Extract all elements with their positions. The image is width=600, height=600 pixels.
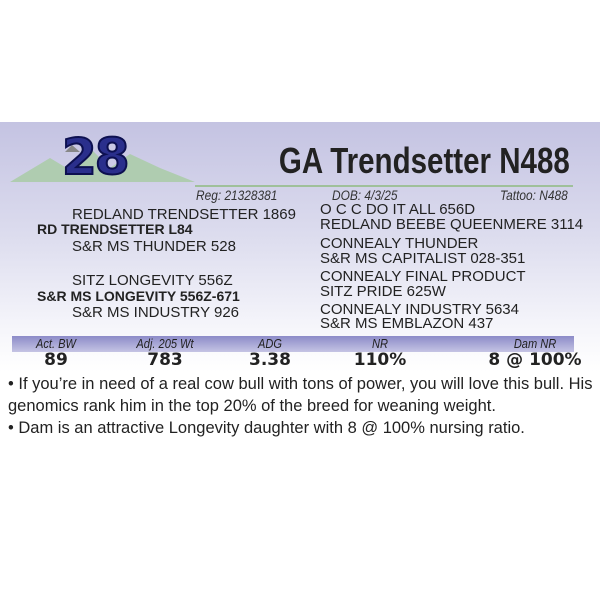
stat-nr: NR 110%	[353, 336, 407, 370]
tattoo: Tattoo: N488	[500, 187, 568, 203]
pedigree-right-line: CONNEALY INDUSTRY 5634	[320, 301, 519, 318]
lot-number: 28	[61, 127, 131, 187]
title-underline	[195, 185, 573, 187]
description: • If you’re in need of a real cow bull w…	[8, 373, 593, 439]
pedigree-dam-sire: SITZ LONGEVITY 556Z	[72, 272, 233, 289]
pedigree-sire-dam: S&R MS THUNDER 528	[72, 238, 236, 255]
pedigree-sire: RD TRENDSETTER L84	[37, 221, 193, 237]
animal-title: GA Trendsetter N488	[279, 140, 570, 181]
pedigree-right-line: S&R MS EMBLAZON 437	[320, 315, 494, 332]
pedigree-right-line: REDLAND BEEBE QUEENMERE 3114	[320, 216, 584, 233]
stat-dam-nr: Dam NR 8 @ 100%	[488, 336, 582, 370]
pedigree-right-line: S&R MS CAPITALIST 028-351	[320, 250, 526, 267]
stat-act-bw: Act. BW 89	[36, 336, 76, 370]
pedigree-sire-sire: REDLAND TRENDSETTER 1869	[72, 206, 296, 223]
stat-adg: ADG 3.38	[249, 336, 291, 370]
stat-adj-205-wt: Adj. 205 Wt 783	[136, 336, 194, 370]
pedigree-right-line: O C C DO IT ALL 656D	[320, 201, 476, 218]
pedigree-right-line: CONNEALY THUNDER	[320, 235, 479, 252]
registration-number: Reg: 21328381	[196, 187, 278, 203]
pedigree-dam-dam: S&R MS INDUSTRY 926	[72, 304, 239, 321]
description-bullet: • If you’re in need of a real cow bull w…	[8, 375, 593, 415]
description-bullet: • Dam is an attractive Longevity daughte…	[8, 419, 525, 437]
mountains-logo	[10, 145, 195, 182]
pedigree-right-line: SITZ PRIDE 625W	[320, 283, 446, 300]
pedigree-dam: S&R MS LONGEVITY 556Z-671	[37, 288, 240, 304]
pedigree-right-line: CONNEALY FINAL PRODUCT	[320, 268, 526, 285]
date-of-birth: DOB: 4/3/25	[332, 187, 398, 203]
stats-band	[12, 336, 574, 352]
